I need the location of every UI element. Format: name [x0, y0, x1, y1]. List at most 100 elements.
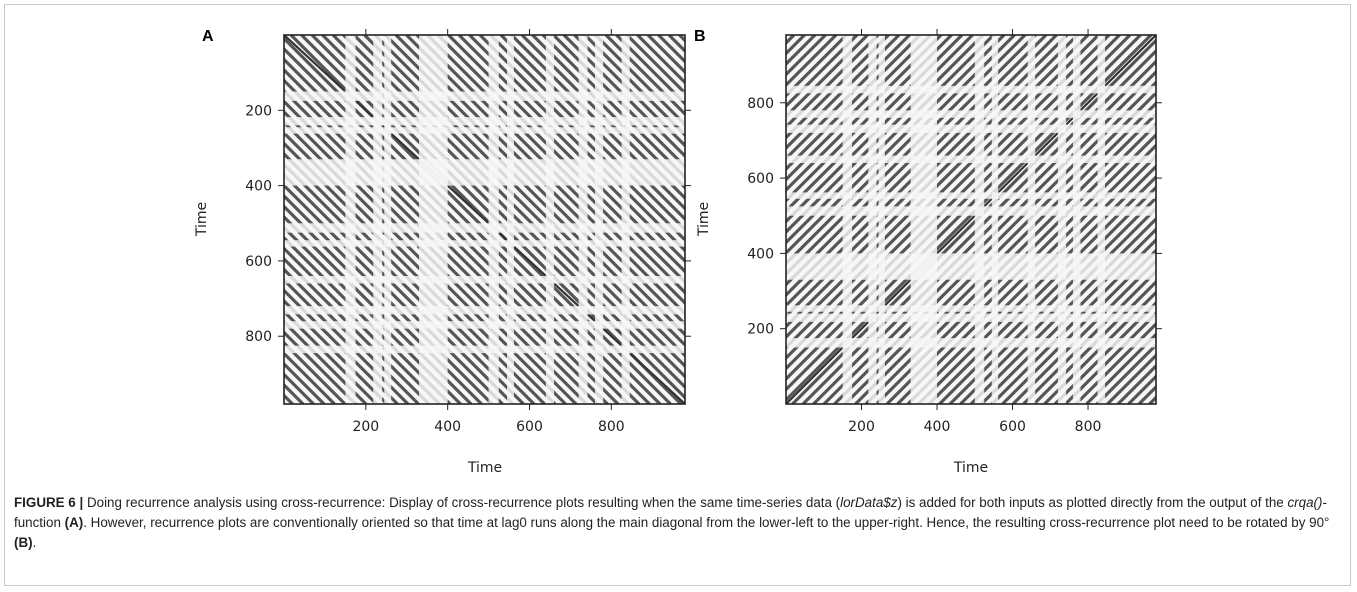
blank-band-vertical — [419, 35, 448, 404]
blank-band-horizontal — [786, 155, 1156, 164]
blank-band-horizontal — [786, 313, 1156, 322]
panel-b: B 200 400 600 800 200 400 600 800 Time Time — [694, 28, 1357, 476]
recurrence-line — [786, 35, 859, 109]
blank-band-vertical — [384, 35, 392, 404]
y-tick-label: 400 — [245, 179, 272, 195]
recurrence-line — [1171, 35, 1357, 404]
x-tick-label: 600 — [999, 419, 1026, 435]
blank-band-horizontal — [786, 305, 1156, 312]
x-tick-label: 400 — [924, 419, 951, 435]
blank-band-horizontal — [284, 321, 685, 329]
recurrence-line — [786, 35, 890, 140]
recurrence-line — [786, 35, 1079, 329]
blank-band-vertical — [345, 35, 356, 404]
y-tick-label: 200 — [747, 322, 774, 338]
blank-band-vertical — [545, 35, 555, 404]
recurrence-line — [284, 214, 473, 404]
recurrence-line — [0, 35, 282, 404]
recurrence-line — [1223, 35, 1357, 404]
panel-a-border — [283, 34, 686, 405]
blank-band-vertical — [878, 35, 885, 404]
recurrence-line — [0, 35, 156, 404]
panel-a-x-axis-label: Time — [467, 460, 502, 476]
blank-band-horizontal — [284, 159, 685, 186]
panel-a-ticks: 200 400 600 800 200 400 600 800 — [245, 29, 691, 435]
y-tick-label: 600 — [747, 171, 774, 187]
blank-band-horizontal — [284, 127, 685, 134]
panel-b-y-axis-label: Time — [696, 202, 712, 237]
panel-a: A 200 400 600 800 200 400 600 800 Time Time — [0, 28, 691, 476]
recurrence-line — [1276, 35, 1357, 404]
recurrence-line — [284, 162, 525, 404]
recurrence-line — [1160, 35, 1357, 404]
blank-band-vertical — [1027, 35, 1036, 404]
panel-a-label: A — [202, 28, 214, 45]
recurrence-line — [786, 35, 880, 130]
blank-band-horizontal — [786, 124, 1156, 133]
caption-text-3: -function — [14, 495, 1327, 530]
blank-band-vertical — [974, 35, 985, 404]
blank-band-vertical — [910, 35, 938, 404]
recurrence-line — [786, 35, 953, 203]
recurrence-line — [786, 35, 1048, 298]
recurrence-line — [0, 35, 30, 404]
blank-band-vertical — [1057, 35, 1067, 404]
recurrence-line — [786, 35, 1006, 256]
recurrence-line — [786, 35, 964, 214]
recurrence-line — [1127, 374, 1156, 404]
recurrence-line — [1181, 35, 1357, 404]
recurrence-line — [786, 35, 1027, 277]
y-tick-label: 200 — [245, 103, 272, 119]
caption-text-5: . — [32, 535, 37, 550]
x-tick-label: 800 — [598, 419, 625, 435]
recurrence-line — [1234, 35, 1357, 404]
recurrence-line — [786, 35, 1090, 340]
blank-band-vertical — [594, 35, 604, 404]
recurrence-line — [284, 382, 305, 404]
recurrence-line — [1318, 35, 1357, 404]
recurrence-line — [1137, 384, 1156, 404]
x-tick-label: 200 — [848, 419, 875, 435]
figure-plots: A 200 400 600 800 200 400 600 800 Time Time B 2… — [0, 28, 1357, 476]
recurrence-line — [0, 35, 272, 404]
recurrence-line — [0, 35, 51, 404]
blank-band-vertical — [621, 35, 630, 404]
recurrence-line — [284, 361, 326, 404]
recurrence-line — [0, 35, 93, 404]
blank-band-horizontal — [786, 85, 1156, 94]
recurrence-line — [0, 35, 261, 404]
panel-b-x-axis-label: Time — [953, 460, 988, 476]
blank-band-horizontal — [284, 275, 685, 284]
recurrence-line — [284, 172, 515, 404]
recurrence-line — [1244, 35, 1357, 404]
recurrence-line — [786, 35, 869, 119]
blank-band-vertical — [991, 35, 999, 404]
recurrence-line — [0, 35, 251, 404]
recurrence-line — [1328, 35, 1357, 404]
blank-band-horizontal — [786, 192, 1156, 199]
recurrence-line — [284, 256, 431, 404]
blank-band-vertical — [373, 35, 383, 404]
blank-band-vertical — [1097, 35, 1106, 404]
caption-ref-b: (B) — [14, 535, 33, 550]
recurrence-line — [1286, 35, 1357, 404]
recurrence-line — [786, 35, 901, 151]
blank-band-vertical — [488, 35, 499, 404]
recurrence-line — [0, 35, 83, 404]
recurrence-line — [284, 319, 368, 404]
recurrence-line — [284, 99, 588, 404]
recurrence-line — [1265, 35, 1357, 404]
recurrence-line — [284, 372, 315, 404]
blank-band-horizontal — [284, 117, 685, 126]
panel-b-label: B — [694, 28, 706, 45]
recurrence-line — [0, 35, 41, 404]
recurrence-line — [284, 330, 357, 404]
recurrence-line — [1213, 35, 1357, 404]
recurrence-line — [284, 309, 378, 404]
y-tick-label: 600 — [245, 254, 272, 270]
recurrence-line — [0, 35, 219, 404]
blank-band-horizontal — [786, 338, 1156, 348]
recurrence-line — [786, 35, 1016, 266]
blank-band-horizontal — [786, 110, 1156, 118]
recurrence-line — [284, 393, 294, 404]
